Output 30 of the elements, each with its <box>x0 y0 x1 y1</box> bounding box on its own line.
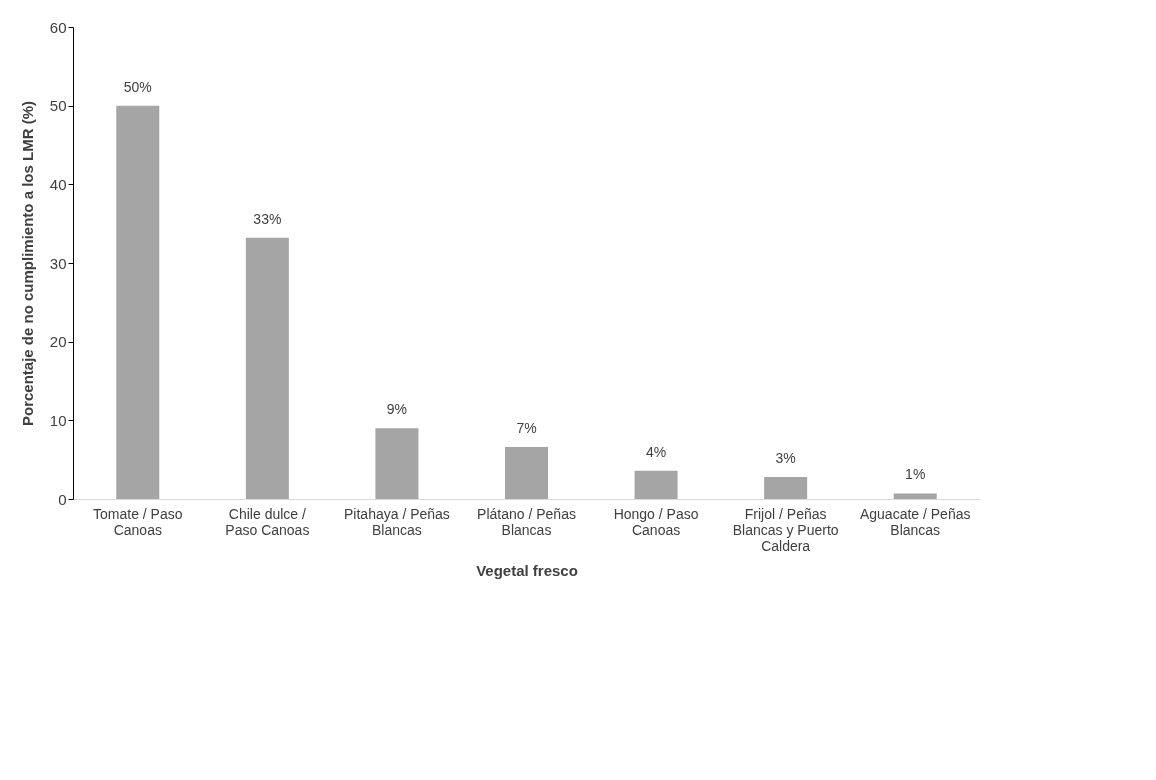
bar <box>116 105 160 499</box>
y-axis-title: Porcentaje de no cumplimiento a los LMR (%) <box>18 100 36 427</box>
bar <box>634 470 678 499</box>
y-tick-label: 60 <box>49 18 67 36</box>
bar <box>375 428 419 499</box>
bar <box>245 237 289 499</box>
data-label: 7% <box>516 420 537 437</box>
data-label: 33% <box>253 210 282 227</box>
bar <box>893 493 937 499</box>
data-label: 1% <box>905 466 926 483</box>
bar <box>764 476 808 499</box>
data-label: 50% <box>123 78 152 95</box>
x-tick-label: Plátano / Peñas Blancas <box>477 505 576 538</box>
y-tick-label: 40 <box>49 175 67 193</box>
x-tick-label: Aguacate / Peñas Blancas <box>859 505 971 538</box>
x-tick-label: Tomate / Paso Canoas <box>93 505 183 538</box>
y-tick-label: 0 <box>58 490 67 508</box>
y-tick-label: 20 <box>49 333 67 351</box>
x-tick-label: Chile dulce / Paso Canoas <box>225 505 310 538</box>
bar <box>505 447 548 499</box>
data-label: 9% <box>386 401 408 418</box>
data-label: 3% <box>775 449 796 466</box>
y-tick-label: 50 <box>49 97 67 115</box>
x-tick-label: Hongo / Paso Canoas <box>613 505 699 538</box>
x-tick-label: Frijol / Peñas Blancas y Puerto Caldera <box>732 505 839 554</box>
x-tick-label: Pitahaya / Peñas Blancas <box>344 505 450 538</box>
x-axis-title: Vegetal fresco <box>476 561 578 579</box>
y-tick-label: 10 <box>49 411 67 429</box>
data-label: 4% <box>645 443 667 460</box>
y-tick-label: 30 <box>49 254 67 272</box>
